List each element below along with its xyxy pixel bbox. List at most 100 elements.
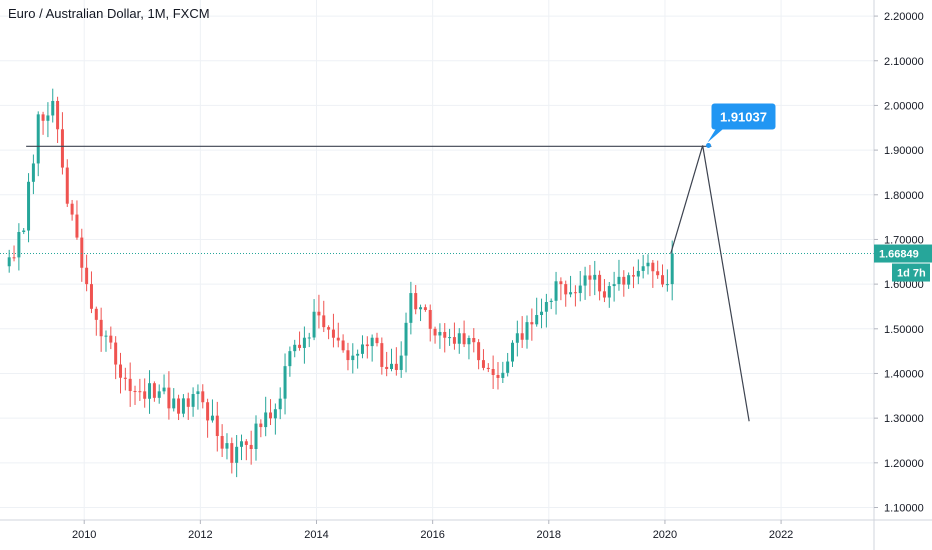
candle [80, 237, 84, 268]
candle [598, 274, 602, 292]
candle [559, 281, 563, 285]
callout-label: 1.91037 [720, 109, 767, 124]
callout-pointer [707, 129, 723, 143]
candle [661, 275, 665, 285]
candle [143, 391, 147, 399]
candle [443, 331, 447, 338]
candle [365, 344, 369, 347]
candle [302, 337, 306, 348]
candle [665, 284, 669, 286]
candle [259, 423, 263, 428]
candle [239, 441, 243, 447]
candle [162, 387, 166, 392]
candle [564, 284, 568, 295]
candle [177, 398, 181, 414]
candle [462, 333, 466, 345]
candle [201, 391, 205, 403]
candle [481, 360, 485, 368]
candle [288, 351, 292, 367]
y-tick-label: 1.80000 [884, 190, 924, 202]
candle [152, 383, 156, 398]
candle [298, 344, 302, 348]
candle [428, 309, 432, 329]
countdown-label: 1d 7h [897, 268, 926, 280]
candle [99, 319, 103, 337]
chart-title: Euro / Australian Dollar, 1M, FXCM [8, 6, 210, 21]
candle [307, 337, 311, 339]
candle [409, 293, 413, 323]
candle [322, 315, 326, 328]
candle [356, 353, 360, 356]
candle [588, 275, 592, 280]
candle [230, 443, 234, 463]
candle [419, 307, 423, 310]
candle [641, 266, 645, 271]
candle [477, 342, 481, 361]
candle [622, 276, 626, 285]
candle [215, 415, 219, 437]
candle [220, 436, 224, 449]
price-label: 1.66849 [879, 249, 919, 261]
candle [244, 441, 248, 445]
candle [7, 257, 11, 267]
candle [394, 363, 398, 370]
candle [278, 398, 282, 410]
candle [283, 366, 287, 399]
candle [22, 230, 26, 232]
candle [60, 129, 64, 168]
candle [583, 275, 587, 286]
candle [17, 231, 21, 258]
y-tick-label: 1.40000 [884, 368, 924, 380]
candle [12, 257, 16, 259]
candle [157, 391, 161, 398]
candle [607, 286, 611, 298]
candle [341, 340, 345, 351]
y-tick-label: 1.70000 [884, 234, 924, 246]
candle [46, 115, 50, 121]
candle [578, 285, 582, 294]
candle [433, 328, 437, 336]
candle [525, 322, 529, 340]
candle [651, 262, 655, 272]
y-tick-label: 1.60000 [884, 279, 924, 291]
grid-layer [0, 0, 874, 520]
candle [36, 114, 40, 164]
candle [491, 369, 495, 375]
candle [390, 363, 394, 370]
candle [191, 394, 195, 407]
candle [65, 167, 69, 204]
candle [375, 337, 379, 344]
candle [540, 311, 544, 316]
candle [94, 308, 98, 320]
candle [254, 423, 258, 450]
candle [206, 402, 210, 421]
candle [501, 372, 505, 378]
x-tick-label: 2022 [769, 529, 793, 541]
candle [210, 415, 214, 421]
candle [627, 275, 631, 285]
candle [549, 300, 553, 302]
y-tick-label: 1.20000 [884, 458, 924, 470]
candle [380, 343, 384, 367]
candle [114, 342, 118, 365]
candle [56, 100, 60, 130]
candle [196, 391, 200, 395]
candle [264, 412, 268, 428]
candle [656, 271, 660, 276]
candle [75, 214, 79, 238]
candle [346, 350, 350, 361]
x-tick-label: 2014 [304, 529, 328, 541]
candle [399, 355, 403, 370]
candle [593, 274, 597, 280]
countdown-box [892, 263, 930, 282]
candle [123, 377, 127, 379]
y-tick-label: 1.10000 [884, 502, 924, 514]
x-tick-label: 2010 [72, 529, 96, 541]
candle [520, 333, 524, 340]
candle [457, 333, 461, 344]
candle [535, 315, 539, 325]
candle [128, 378, 132, 392]
